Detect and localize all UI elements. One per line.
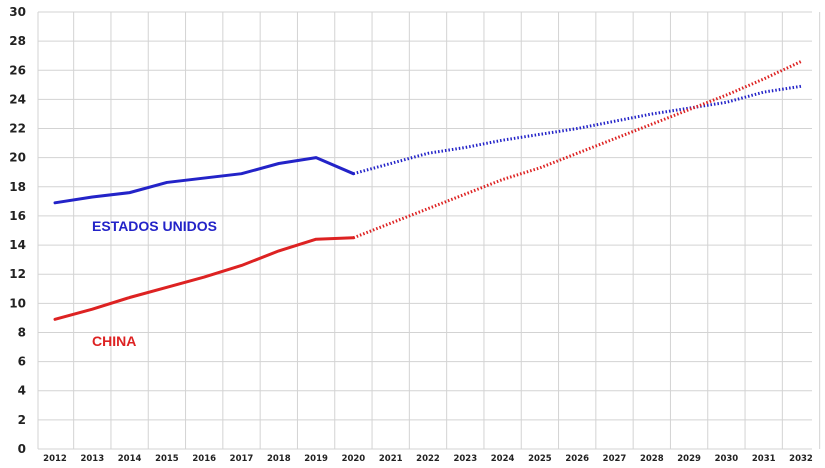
x-tick-label: 2016 — [192, 454, 216, 464]
y-tick-label: 4 — [18, 384, 26, 398]
x-tick-label: 2020 — [342, 454, 366, 464]
y-tick-label: 16 — [9, 209, 26, 223]
x-tick-label: 2026 — [565, 454, 589, 464]
x-tick-label: 2015 — [155, 454, 179, 464]
x-axis-ticks: 2012 2013 2014 2015 2016 2017 2018 2019 2020 2021… — [43, 454, 813, 464]
y-tick-label: 22 — [9, 122, 26, 136]
y-tick-label: 10 — [9, 296, 26, 310]
x-tick-label: 2019 — [304, 454, 328, 464]
x-tick-label: 2023 — [453, 454, 477, 464]
y-tick-label: 26 — [9, 63, 26, 77]
x-tick-label: 2032 — [789, 454, 813, 464]
series-lines — [53, 60, 802, 321]
series-line-china-actual — [53, 236, 355, 321]
x-tick-label: 2027 — [603, 454, 627, 464]
series-label-estados-unidos: ESTADOS UNIDOS — [92, 218, 217, 234]
x-tick-label: 2021 — [379, 454, 403, 464]
y-tick-label: 14 — [9, 238, 26, 252]
y-tick-label: 0 — [18, 442, 26, 456]
x-tick-label: 2025 — [528, 454, 552, 464]
x-tick-label: 2018 — [267, 454, 291, 464]
x-tick-label: 2031 — [752, 454, 776, 464]
x-tick-label: 2013 — [80, 454, 104, 464]
series-line-estados-unidos-actual — [53, 156, 355, 205]
x-tick-label: 2029 — [677, 454, 701, 464]
grid-lines — [37, 11, 821, 450]
y-tick-label: 28 — [9, 34, 26, 48]
x-tick-label: 2014 — [118, 454, 142, 464]
series-label-china: CHINA — [92, 333, 136, 349]
y-tick-label: 20 — [9, 151, 26, 165]
y-tick-label: 12 — [9, 267, 26, 281]
y-tick-label: 30 — [9, 5, 26, 19]
x-tick-label: 2012 — [43, 454, 67, 464]
series-line-china-projected — [352, 60, 802, 240]
x-tick-label: 2017 — [230, 454, 254, 464]
x-tick-label: 2022 — [416, 454, 440, 464]
y-tick-label: 18 — [9, 180, 26, 194]
series-line-estados-unidos-projected — [353, 84, 802, 176]
x-tick-label: 2028 — [640, 454, 664, 464]
y-tick-label: 8 — [18, 325, 26, 339]
x-tick-label: 2024 — [491, 454, 515, 464]
y-tick-label: 2 — [18, 413, 26, 427]
y-tick-label: 6 — [18, 355, 26, 369]
x-tick-label: 2030 — [715, 454, 739, 464]
y-tick-label: 24 — [9, 92, 26, 106]
